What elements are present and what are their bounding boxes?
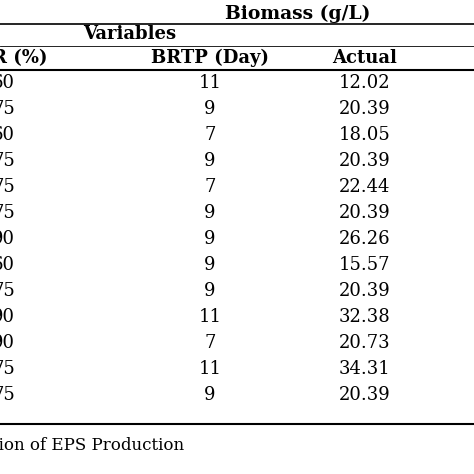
Text: 90: 90 [0,308,15,326]
Text: 34.31: 34.31 [339,360,391,378]
Text: 9: 9 [204,386,216,404]
Text: 9: 9 [204,256,216,274]
Text: 12.02: 12.02 [339,74,391,92]
Text: 11: 11 [199,308,221,326]
Text: 90: 90 [0,334,15,352]
Text: 20.39: 20.39 [339,100,391,118]
Text: BRTP (Day): BRTP (Day) [151,49,269,67]
Text: 60: 60 [0,256,15,274]
Text: 20.39: 20.39 [339,204,391,222]
Text: 32.38: 32.38 [339,308,391,326]
Text: 75: 75 [0,282,15,300]
Text: 75: 75 [0,204,15,222]
Text: 7: 7 [204,178,216,196]
Text: 75: 75 [0,360,15,378]
Text: 18.05: 18.05 [339,126,391,144]
Text: 11: 11 [199,360,221,378]
Text: R (%): R (%) [0,49,47,67]
Text: 20.39: 20.39 [339,386,391,404]
Text: 9: 9 [204,100,216,118]
Text: tion of EPS Production: tion of EPS Production [0,438,184,455]
Text: 9: 9 [204,152,216,170]
Text: 9: 9 [204,230,216,248]
Text: 15.57: 15.57 [339,256,391,274]
Text: 75: 75 [0,100,15,118]
Text: 11: 11 [199,74,221,92]
Text: 60: 60 [0,74,15,92]
Text: 9: 9 [204,204,216,222]
Text: Actual: Actual [333,49,397,67]
Text: Variables: Variables [83,25,176,43]
Text: Biomass (g/L): Biomass (g/L) [225,5,370,23]
Text: 60: 60 [0,126,15,144]
Text: 75: 75 [0,152,15,170]
Text: 9: 9 [204,282,216,300]
Text: 26.26: 26.26 [339,230,391,248]
Text: 90: 90 [0,230,15,248]
Text: 7: 7 [204,334,216,352]
Text: 20.39: 20.39 [339,152,391,170]
Text: 22.44: 22.44 [339,178,391,196]
Text: 75: 75 [0,178,15,196]
Text: 7: 7 [204,126,216,144]
Text: 75: 75 [0,386,15,404]
Text: 20.39: 20.39 [339,282,391,300]
Text: 20.73: 20.73 [339,334,391,352]
